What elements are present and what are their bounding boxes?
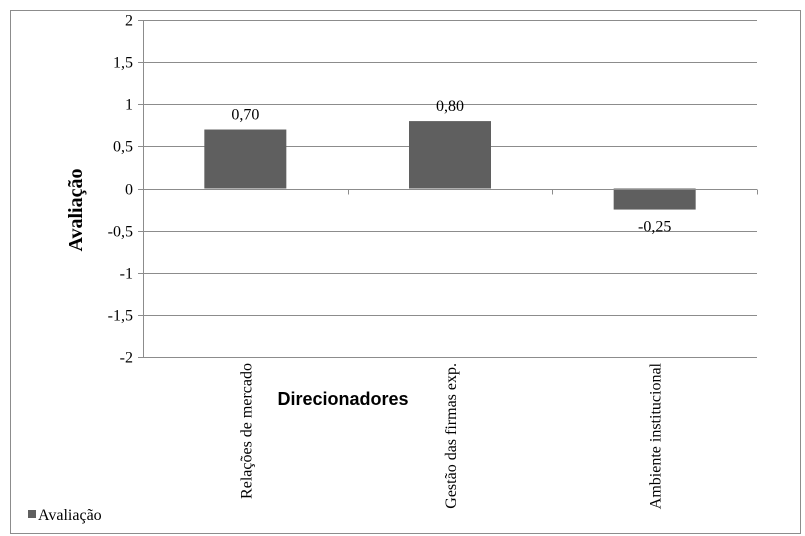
y-tick-label: 0,5 — [113, 139, 133, 156]
data-label: 0,70 — [231, 107, 259, 124]
y-tick-label: 1,5 — [113, 55, 133, 72]
category-label: Ambiente institucional — [648, 362, 665, 509]
data-label: -0,25 — [638, 219, 671, 236]
y-tick-label: -1,5 — [108, 308, 133, 325]
y-tick-labels: 2 1,5 1 0,5 0 -0,5 -1 -1,5 -2 — [108, 13, 133, 367]
bars — [204, 121, 696, 210]
legend-entry: Avaliação — [38, 507, 102, 524]
bar — [409, 121, 491, 189]
category-labels: Relações de mercado Gestão das firmas exp… — [238, 362, 664, 509]
legend-swatch — [28, 510, 36, 518]
data-label: 0,80 — [436, 98, 464, 115]
y-tick-label: 2 — [125, 13, 133, 30]
data-labels: 0,70 0,80 -0,25 — [231, 98, 671, 235]
category-label: Gestão das firmas exp. — [443, 363, 460, 509]
chart-frame — [10, 10, 801, 534]
legend: Avaliação — [28, 507, 102, 524]
y-tick-label: -1 — [120, 266, 133, 283]
axes — [138, 20, 758, 358]
y-tick-label: 1 — [125, 97, 133, 114]
y-axis-title: Avaliação — [65, 169, 87, 252]
y-tick-label: 0 — [125, 182, 133, 199]
y-tick-label: -0,5 — [108, 224, 133, 241]
x-axis-title: Direcionadores — [277, 389, 408, 409]
gridlines — [143, 20, 757, 358]
category-label: Relações de mercado — [238, 363, 255, 499]
y-tick-label: -2 — [120, 350, 133, 367]
bar — [613, 188, 696, 210]
bar — [204, 129, 287, 189]
